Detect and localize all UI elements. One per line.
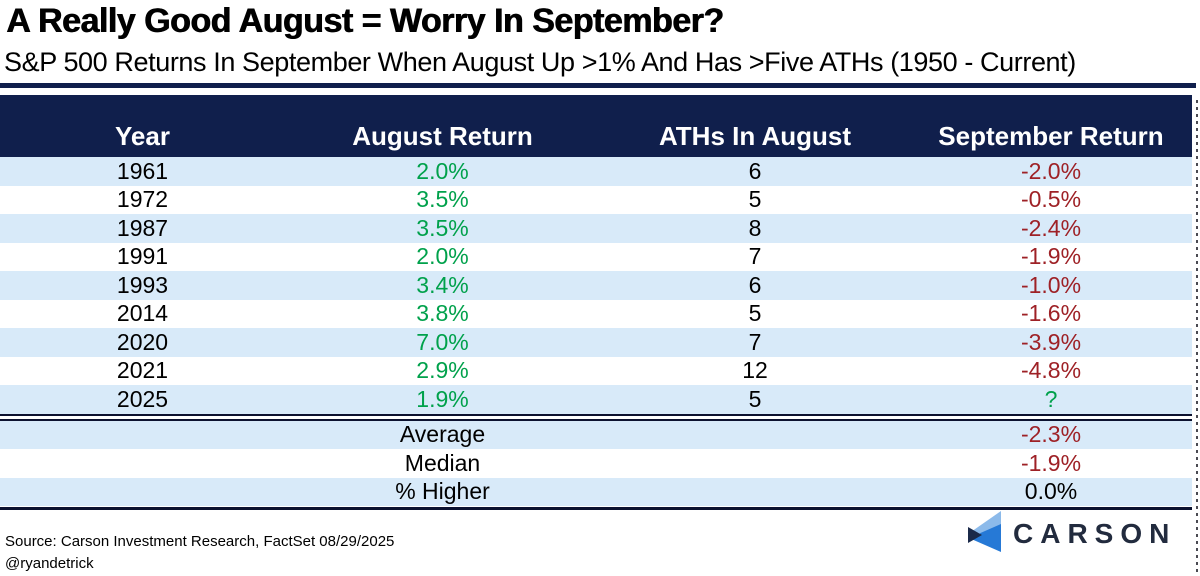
table-header-row: Year August Return ATHs In August Septem… — [0, 95, 1192, 157]
aths-cell: 5 — [748, 300, 762, 327]
summary-label-pct-higher: % Higher — [395, 478, 490, 505]
september-return-cell: -0.5% — [1020, 186, 1082, 213]
aths-cell: 7 — [748, 328, 762, 355]
table-row: 1993 3.4% 6 -1.0% — [0, 271, 1192, 300]
august-return-cell: 2.0% — [416, 157, 469, 184]
august-return-cell: 2.9% — [416, 357, 469, 384]
august-return-cell: 3.5% — [416, 214, 469, 241]
summary-row-median: Median -1.9% — [0, 449, 1192, 478]
column-header-year: Year — [115, 121, 170, 151]
august-return-cell: 7.0% — [416, 328, 469, 355]
summary-label-average: Average — [399, 421, 486, 448]
table-body: 1961 2.0% 6 -2.0% 1972 3.5% 5 -0.5% 1987… — [0, 157, 1192, 414]
table-row: 2021 2.9% 12 -4.8% — [0, 356, 1192, 385]
year-cell: 1993 — [116, 271, 169, 298]
source-text: Source: Carson Investment Research, Fact… — [5, 533, 395, 550]
year-cell: 1972 — [116, 186, 169, 213]
table-bottom-rule — [0, 506, 1192, 510]
summary-label-median: Median — [404, 449, 481, 476]
table-row: 1961 2.0% 6 -2.0% — [0, 157, 1192, 186]
summary-row-pct-higher: % Higher 0.0% — [0, 477, 1192, 507]
aths-cell: 5 — [748, 186, 762, 213]
august-return-cell: 3.5% — [416, 186, 469, 213]
summary-row-average: Average -2.3% — [0, 420, 1192, 450]
august-return-cell: 2.0% — [416, 243, 469, 270]
year-cell: 2025 — [116, 385, 169, 412]
september-return-cell: -3.9% — [1020, 328, 1082, 355]
year-cell: 2020 — [116, 328, 169, 355]
page-title: A Really Good August = Worry In Septembe… — [6, 2, 724, 40]
torn-edge-decoration — [1196, 100, 1198, 576]
column-header-aths-in-august: ATHs In August — [658, 121, 852, 151]
september-return-cell: -1.6% — [1020, 300, 1082, 327]
aths-cell: 5 — [748, 385, 762, 412]
aths-cell: 8 — [748, 214, 762, 241]
carson-chevron-icon — [968, 511, 1001, 552]
carson-logo: CARSON — [961, 507, 1176, 559]
column-header-august-return: August Return — [352, 121, 533, 151]
aths-cell: 12 — [742, 357, 768, 384]
author-handle: @ryandetrick — [5, 555, 94, 572]
table-row: 1991 2.0% 7 -1.9% — [0, 242, 1192, 271]
aths-cell: 6 — [748, 271, 762, 298]
august-return-cell: 3.8% — [416, 300, 469, 327]
carson-logo-text: CARSON — [1013, 518, 1177, 549]
september-return-cell: -1.0% — [1020, 271, 1082, 298]
table-row: 1987 3.5% 8 -2.4% — [0, 214, 1192, 243]
august-return-cell: 1.9% — [416, 385, 469, 412]
table-row: 2020 7.0% 7 -3.9% — [0, 328, 1192, 357]
september-return-cell: ? — [1044, 385, 1058, 412]
summary-value-average: -2.3% — [1020, 421, 1082, 448]
september-return-cell: -4.8% — [1020, 357, 1082, 384]
september-return-cell: -1.9% — [1020, 243, 1082, 270]
summary-value-median: -1.9% — [1020, 449, 1082, 476]
year-cell: 1987 — [116, 214, 169, 241]
table-row: 1972 3.5% 5 -0.5% — [0, 185, 1192, 214]
year-cell: 2014 — [116, 300, 169, 327]
table-summary: Average -2.3% Median -1.9% % Higher 0.0% — [0, 420, 1192, 507]
september-return-cell: -2.0% — [1020, 157, 1082, 184]
subtitle-underline — [0, 83, 1196, 88]
september-return-cell: -2.4% — [1020, 214, 1082, 241]
aths-cell: 7 — [748, 243, 762, 270]
year-cell: 1991 — [116, 243, 169, 270]
august-return-cell: 3.4% — [416, 271, 469, 298]
column-header-september-return: September Return — [938, 121, 1164, 151]
summary-separator — [0, 413, 1192, 421]
summary-value-pct-higher: 0.0% — [1024, 478, 1078, 505]
aths-cell: 6 — [748, 157, 762, 184]
table-row: 2014 3.8% 5 -1.6% — [0, 299, 1192, 328]
year-cell: 2021 — [116, 357, 169, 384]
year-cell: 1961 — [116, 157, 169, 184]
page-subtitle: S&P 500 Returns In September When August… — [4, 47, 1076, 77]
table-row: 2025 1.9% 5 ? — [0, 385, 1192, 414]
